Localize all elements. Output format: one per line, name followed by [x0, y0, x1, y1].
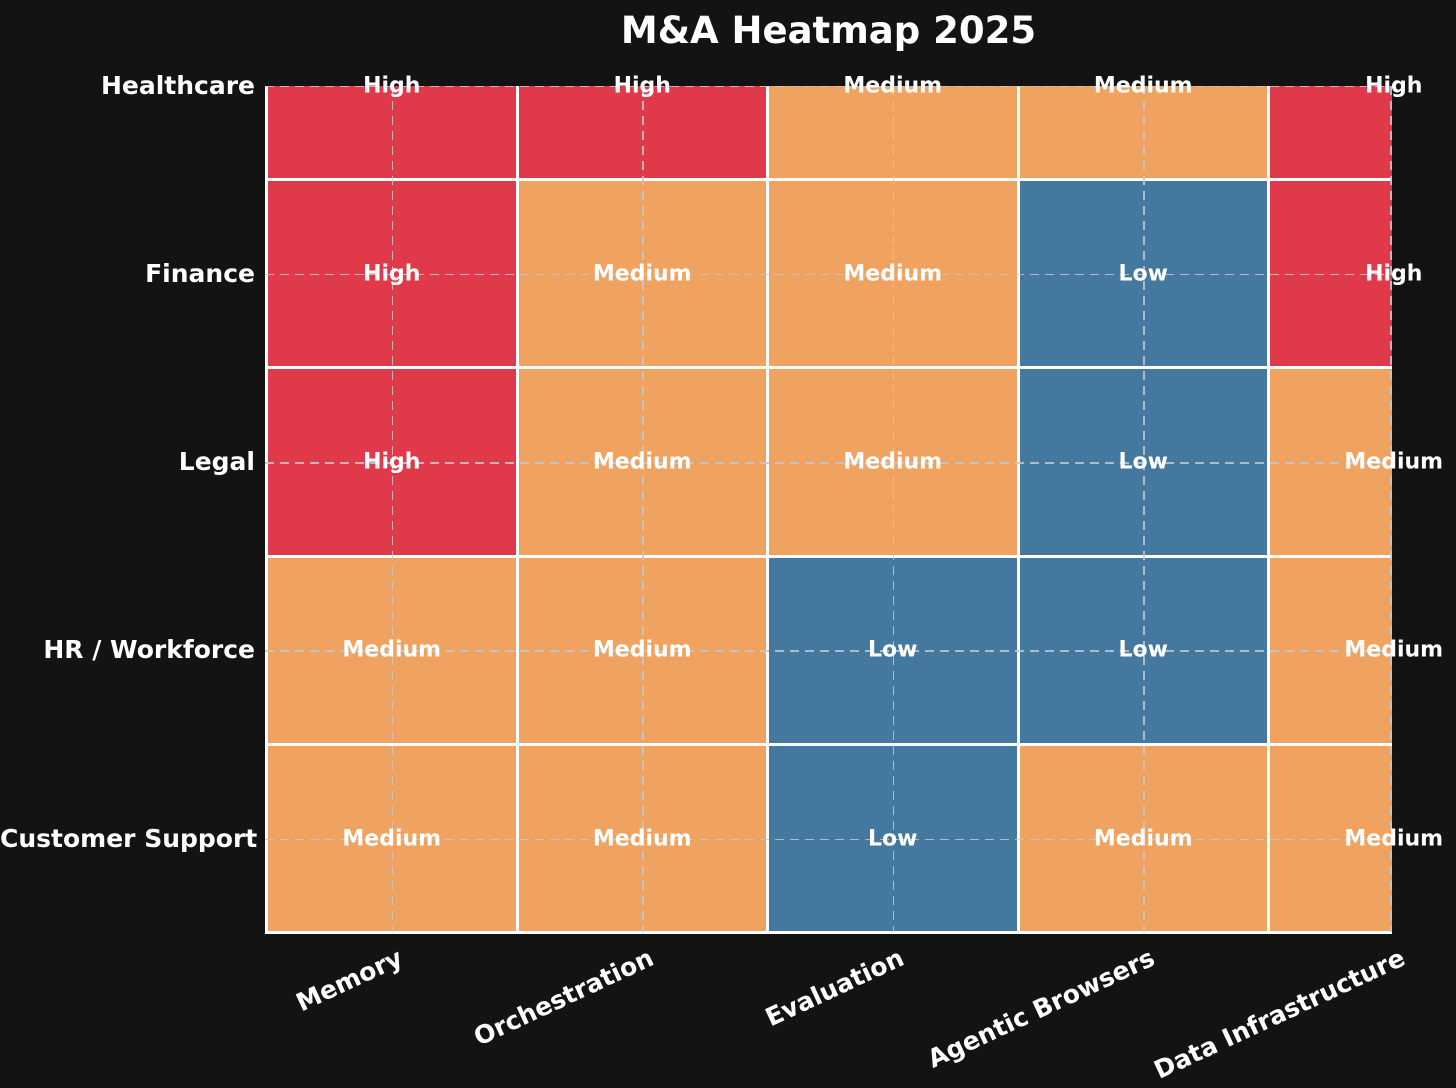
- row-label-finance: Finance: [145, 258, 255, 288]
- gridline-horizontal: [265, 838, 1392, 841]
- chart-title: M&A Heatmap 2025: [620, 9, 1037, 52]
- cell-finance-data-infrastructure: [1270, 181, 1392, 367]
- column-label-memory: Memory: [291, 943, 408, 1018]
- gridline-horizontal: [265, 650, 1392, 652]
- gridline-horizontal: [265, 462, 1392, 464]
- column-label-orchestration: Orchestration: [468, 943, 658, 1052]
- row-label-healthcare: Healthcare: [100, 70, 255, 100]
- gridline-vertical: [391, 85, 394, 932]
- cell-healthcare-data-infrastructure: [1270, 85, 1392, 179]
- gridline-vertical: [1390, 85, 1392, 932]
- row-label-customer-support: Customer Support: [0, 823, 258, 853]
- gridline-vertical: [892, 85, 895, 932]
- row-label-hr-workforce: HR / Workforce: [43, 635, 255, 665]
- column-label-data-infrastructure: Data Infrastructure: [1149, 943, 1410, 1085]
- row-label-legal: Legal: [178, 447, 255, 477]
- cell-legal-data-infrastructure: [1270, 369, 1392, 555]
- gridline-horizontal: [265, 85, 1392, 88]
- column-label-evaluation: Evaluation: [760, 943, 909, 1033]
- gridline-horizontal: [265, 273, 1392, 276]
- gridline-vertical: [642, 85, 644, 932]
- heatmap-plot-area: [265, 85, 1392, 935]
- column-label-agentic-browsers: Agentic Browsers: [922, 943, 1159, 1074]
- gridline-vertical: [1143, 85, 1145, 932]
